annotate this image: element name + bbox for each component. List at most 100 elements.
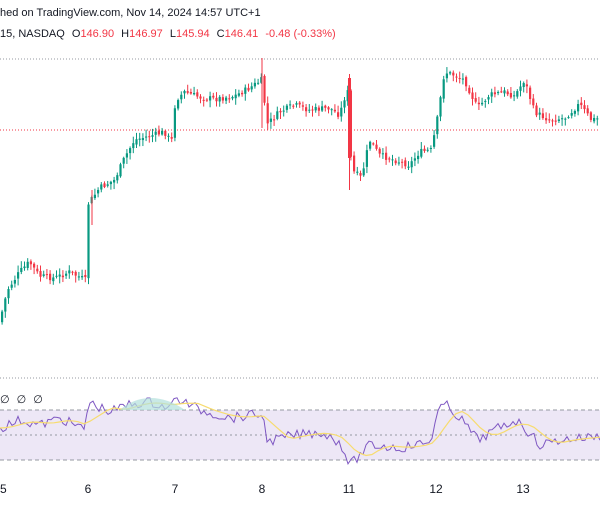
candle-body	[77, 276, 80, 278]
candle-body	[337, 112, 340, 117]
candle-body	[202, 99, 205, 101]
candle-body	[417, 155, 420, 160]
candle-body	[109, 181, 112, 185]
candle-body	[356, 171, 359, 173]
candle-body	[157, 130, 160, 135]
candle-body	[116, 175, 119, 181]
candle-body	[29, 261, 32, 265]
candle-body	[145, 136, 148, 138]
candle-body	[570, 113, 573, 116]
candle-body	[346, 90, 349, 102]
candle-body	[263, 75, 266, 103]
candle-body	[573, 110, 576, 114]
candle-body	[257, 82, 260, 84]
candle-body	[461, 78, 464, 80]
candle-body	[436, 116, 439, 135]
candle-body	[231, 96, 234, 99]
candle-body	[589, 112, 592, 120]
candle-body	[167, 135, 170, 137]
candle-body	[154, 131, 157, 135]
candle-body	[375, 144, 378, 149]
candle-body	[23, 266, 26, 269]
ohlc-legend: 15, NASDAQ O146.90 H146.97 L145.94 C146.…	[0, 28, 340, 40]
rsi-ma-line	[0, 402, 600, 457]
candle-body	[583, 105, 586, 110]
candle-body	[519, 86, 522, 91]
rsi-overbought-fill	[120, 397, 185, 410]
candle-body	[509, 92, 512, 98]
candle-body	[138, 138, 141, 140]
x-axis-label: 11	[343, 482, 356, 496]
candle-body	[196, 92, 199, 97]
candle-body	[490, 92, 493, 97]
candle-body	[311, 109, 314, 111]
candle-body	[343, 100, 346, 108]
candle-body	[250, 86, 253, 90]
candle-body	[541, 113, 544, 119]
candle-body	[410, 161, 413, 168]
candle-body	[125, 153, 128, 158]
candle-body	[404, 160, 407, 167]
candle-body	[273, 119, 276, 121]
open-key: O	[71, 28, 81, 40]
candle-body	[199, 96, 202, 99]
candle-body	[39, 271, 42, 277]
candle-body	[276, 111, 279, 119]
candle-body	[465, 77, 468, 87]
rsi-legend: ∅ ∅ ∅	[0, 394, 45, 406]
candle-body	[413, 158, 416, 161]
candle-body	[548, 119, 551, 121]
candle-body	[186, 91, 189, 93]
candle-body	[471, 92, 474, 99]
candle-body	[244, 87, 247, 94]
high-key: H	[121, 28, 130, 40]
candle-body	[122, 157, 125, 164]
candle-body	[279, 110, 282, 113]
candle-body	[1, 311, 4, 323]
candle-body	[500, 91, 503, 93]
candle-body	[308, 109, 311, 111]
candle-body	[132, 143, 135, 149]
candle-body	[493, 92, 496, 95]
candle-body	[593, 117, 596, 122]
candle-body	[353, 155, 356, 172]
candle-body	[49, 273, 52, 281]
candle-body	[381, 153, 384, 155]
candle-body	[426, 149, 429, 151]
candle-body	[215, 97, 218, 102]
candle-body	[378, 148, 381, 154]
candle-body	[221, 97, 224, 101]
candle-body	[423, 148, 426, 151]
candle-body	[535, 105, 538, 116]
candle-body	[100, 184, 103, 190]
candle-body	[314, 107, 317, 111]
candle-body	[324, 105, 327, 108]
candle-body	[365, 150, 368, 167]
candle-body	[260, 77, 263, 83]
candle-body	[170, 137, 173, 139]
candle-body	[269, 118, 272, 122]
candle-body	[385, 152, 388, 160]
candle-body	[68, 270, 71, 274]
candle-body	[285, 105, 288, 110]
candle-body	[557, 119, 560, 121]
candle-body	[513, 95, 516, 97]
candle-body	[317, 107, 320, 111]
candle-body	[17, 272, 20, 279]
x-axis-label: 8	[259, 482, 266, 496]
candle-body	[151, 135, 154, 137]
close-key: C	[216, 28, 225, 40]
candle-body	[74, 271, 77, 276]
candle-body	[497, 92, 500, 94]
x-axis-label: 6	[85, 482, 92, 496]
candle-body	[481, 102, 484, 105]
symbol-label: 15, NASDAQ	[0, 28, 65, 40]
candle-body	[148, 136, 151, 138]
candle-body	[397, 162, 400, 164]
close-value: 146.41	[224, 28, 259, 40]
chart-header: hed on TradingView.com, Nov 14, 2024 14:…	[0, 0, 600, 48]
candle-body	[237, 93, 240, 96]
rsi-line	[0, 397, 600, 466]
candle-body	[445, 73, 448, 79]
